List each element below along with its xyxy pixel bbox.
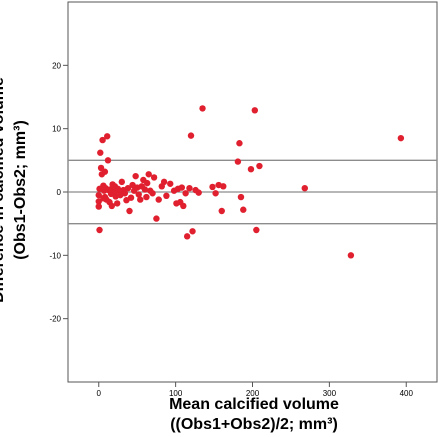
- data-point: [153, 215, 160, 222]
- data-point: [212, 190, 219, 197]
- data-point: [236, 140, 243, 147]
- data-point: [220, 183, 227, 190]
- data-point: [301, 185, 308, 192]
- data-point: [143, 179, 151, 187]
- y-tick-label: 20: [52, 61, 61, 70]
- data-point: [234, 158, 242, 165]
- y-tick-label: 0: [57, 188, 62, 197]
- y-tick-label: -20: [49, 315, 61, 324]
- data-point: [121, 190, 129, 197]
- data-point: [108, 202, 116, 210]
- data-point: [118, 178, 126, 186]
- data-point: [132, 172, 139, 180]
- data-point: [127, 194, 135, 201]
- data-point: [253, 226, 260, 234]
- data-point: [251, 107, 259, 114]
- data-point: [150, 174, 158, 181]
- data-point: [126, 207, 133, 215]
- data-point: [155, 196, 162, 203]
- data-point: [114, 200, 121, 207]
- data-point: [124, 185, 132, 192]
- y-axis-label-line1: Difference in calcified volume: [0, 77, 7, 303]
- data-point: [195, 189, 202, 196]
- data-point: [95, 198, 102, 205]
- data-point: [99, 136, 106, 144]
- data-point: [104, 157, 112, 164]
- data-point: [96, 226, 103, 234]
- data-point: [135, 191, 142, 198]
- data-point: [101, 168, 109, 175]
- data-point: [160, 178, 168, 186]
- x-tick-label: 100: [169, 389, 183, 398]
- data-point: [97, 149, 104, 156]
- data-point: [180, 202, 187, 210]
- data-point: [209, 183, 216, 191]
- data-point: [178, 184, 185, 191]
- x-tick-label: 300: [323, 389, 337, 398]
- data-point: [218, 207, 225, 215]
- data-point: [141, 186, 149, 193]
- data-point: [145, 171, 152, 178]
- data-point: [104, 133, 111, 140]
- data-point: [137, 196, 144, 203]
- data-point: [163, 192, 170, 199]
- x-tick-label: 0: [97, 389, 102, 398]
- y-axis-label-line2: (Obs1-Obs2; mm³): [12, 120, 29, 260]
- x-tick-label: 200: [246, 389, 260, 398]
- data-point: [347, 252, 355, 259]
- data-point: [95, 203, 102, 210]
- data-point: [237, 193, 245, 201]
- data-point: [397, 134, 405, 142]
- x-axis-label-line1: Mean calcified volume: [169, 396, 339, 413]
- data-point: [149, 190, 156, 197]
- data-point: [189, 228, 196, 235]
- data-point: [143, 193, 150, 201]
- data-point: [256, 162, 263, 170]
- data-point: [187, 132, 195, 139]
- data-point: [182, 190, 189, 197]
- data-point: [183, 233, 191, 240]
- data-point: [247, 166, 255, 173]
- data-point: [186, 185, 193, 192]
- data-point: [199, 105, 206, 112]
- y-tick-label: -10: [49, 251, 61, 260]
- x-axis-label-line2: ((Obs1+Obs2)/2; mm³): [170, 416, 338, 433]
- data-point: [167, 180, 174, 187]
- data-point: [240, 206, 247, 213]
- data-point: [95, 191, 102, 199]
- x-tick-label: 400: [400, 389, 414, 398]
- y-tick-label: 10: [52, 125, 61, 134]
